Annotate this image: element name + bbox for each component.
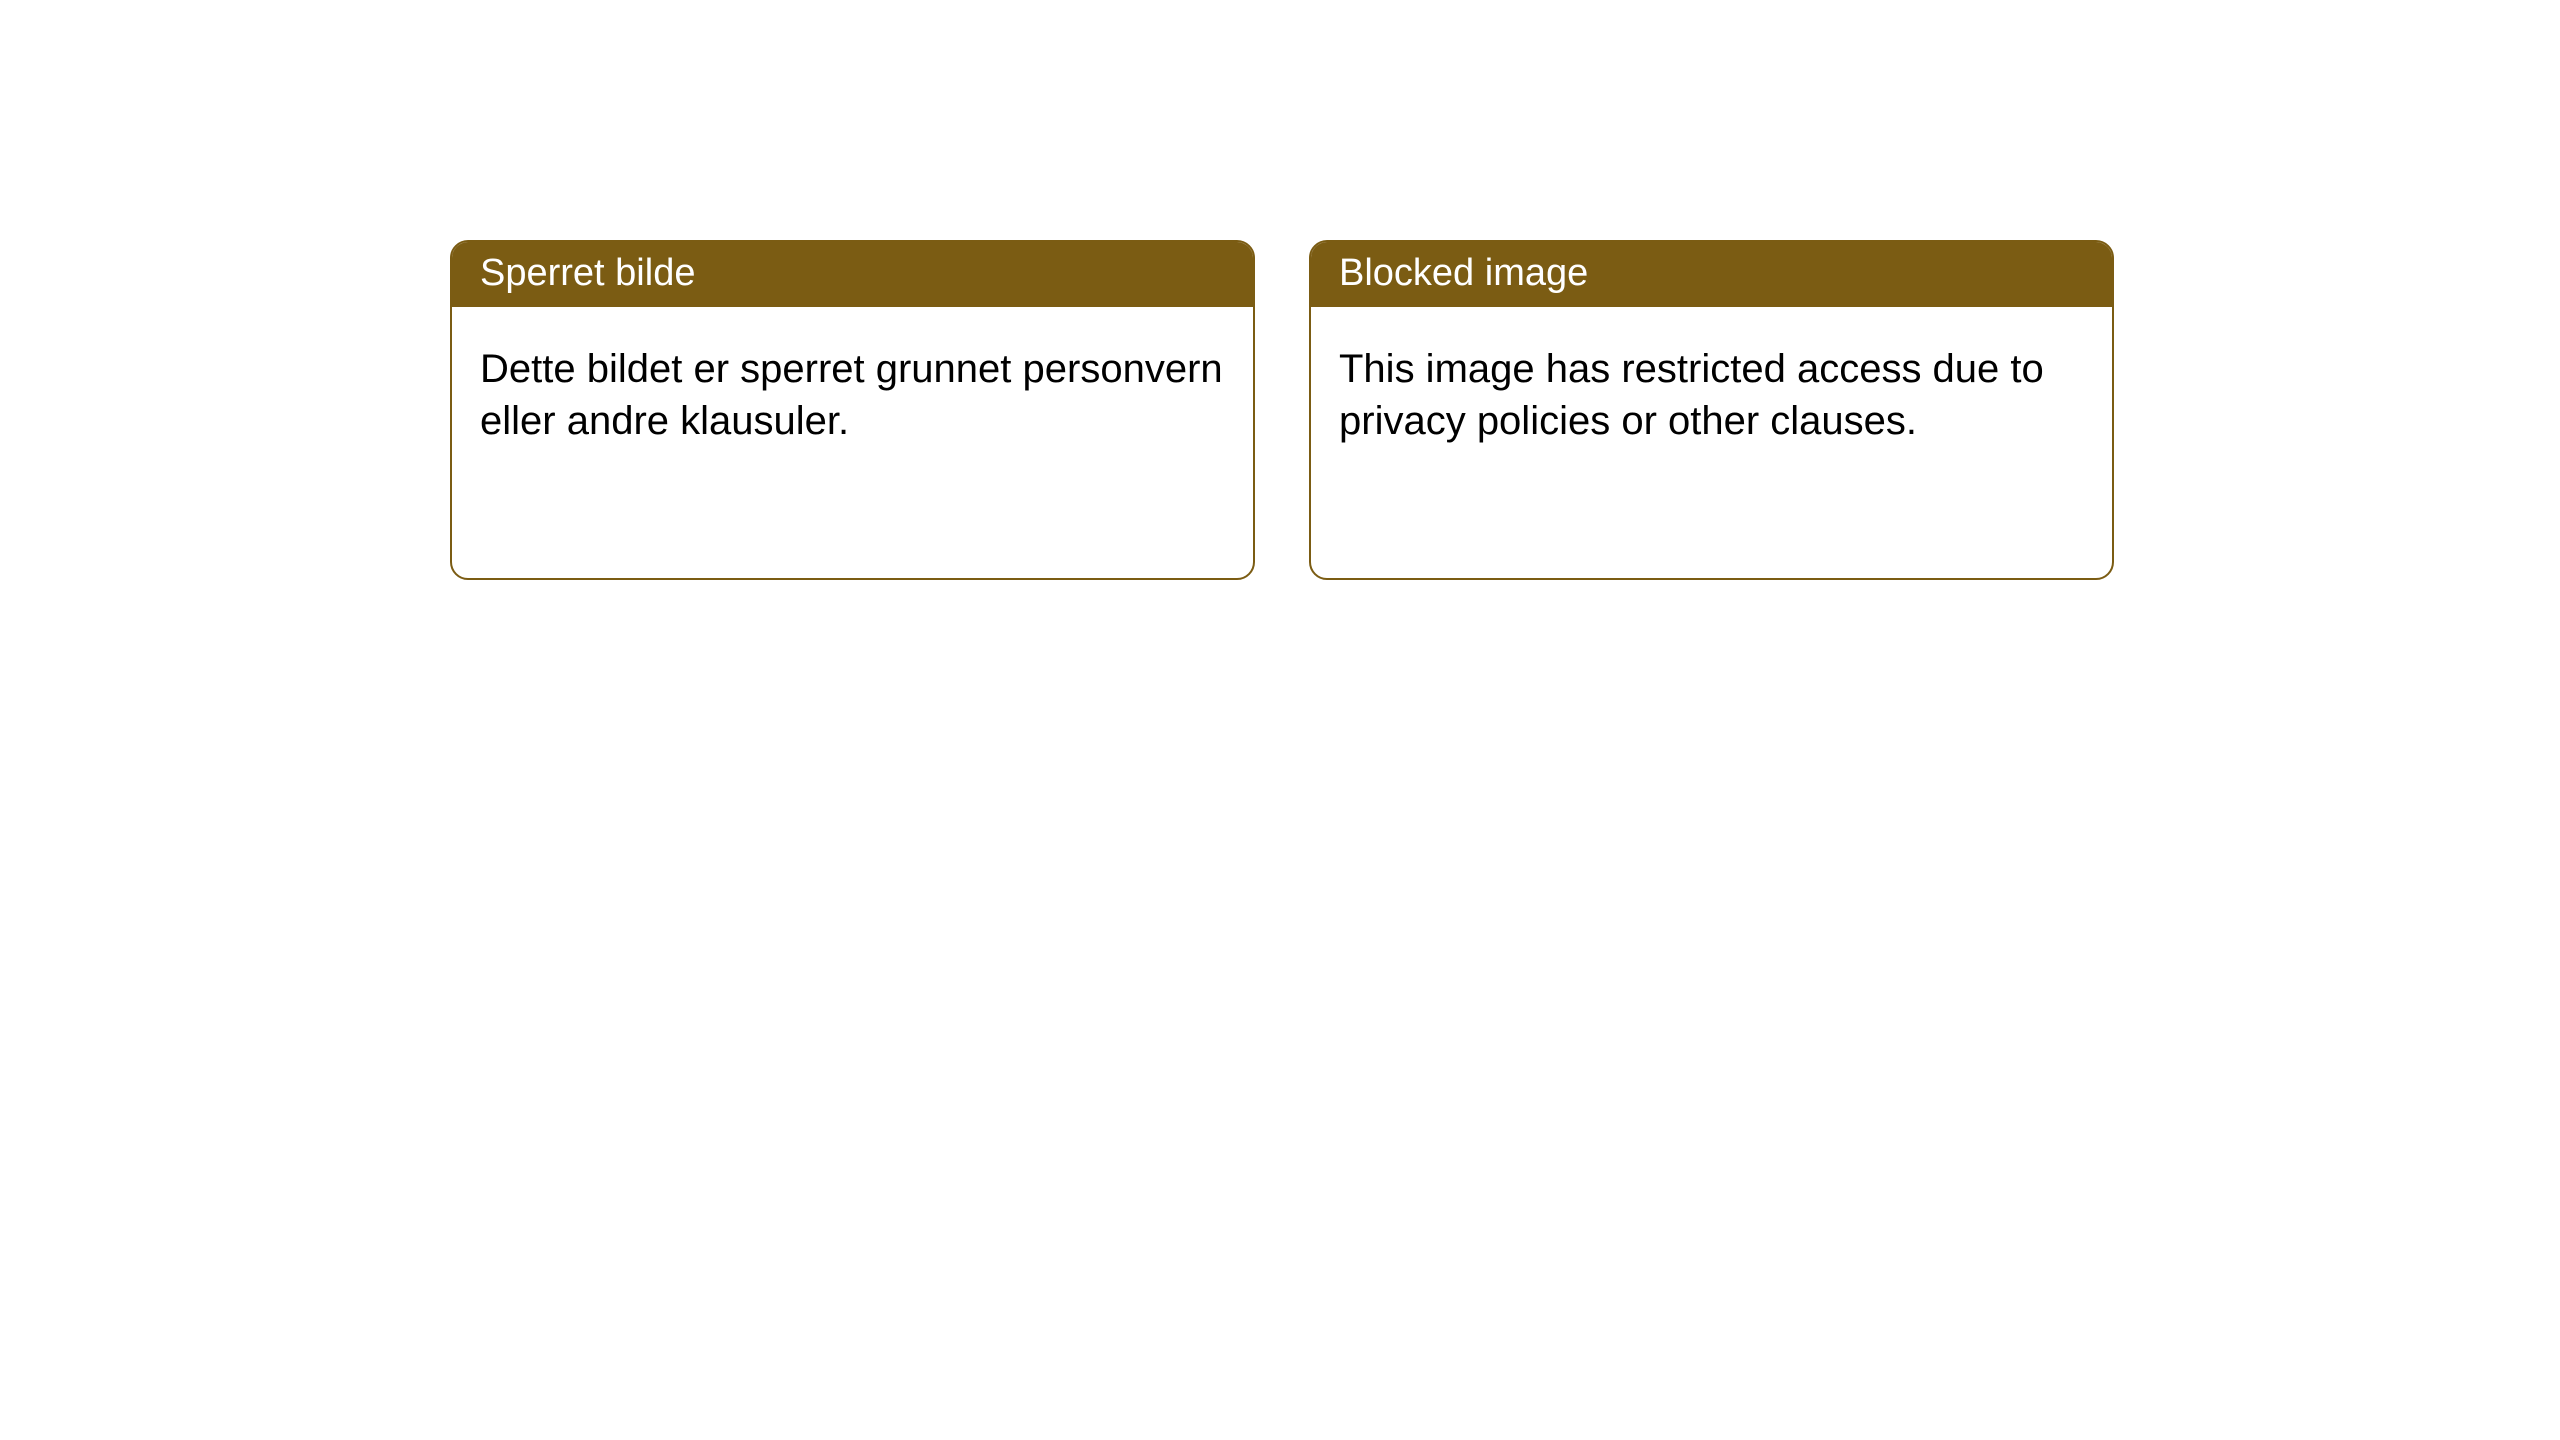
notice-container: Sperret bilde Dette bildet er sperret gr… <box>0 0 2560 580</box>
notice-card-english: Blocked image This image has restricted … <box>1309 240 2114 580</box>
notice-title: Sperret bilde <box>452 242 1253 307</box>
notice-body: Dette bildet er sperret grunnet personve… <box>452 307 1253 483</box>
notice-body: This image has restricted access due to … <box>1311 307 2112 483</box>
notice-title: Blocked image <box>1311 242 2112 307</box>
notice-card-norwegian: Sperret bilde Dette bildet er sperret gr… <box>450 240 1255 580</box>
